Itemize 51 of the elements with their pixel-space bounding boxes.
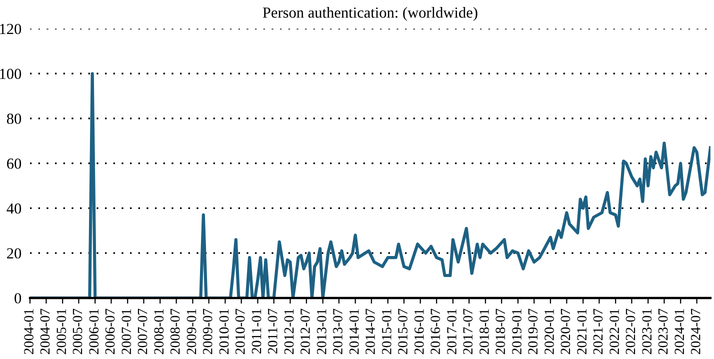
- line-series: [30, 72, 710, 298]
- x-tick-label: 2017-07: [463, 308, 473, 354]
- x-tick-label: 2024-01: [674, 309, 684, 354]
- x-tick-label: 2020-01: [544, 309, 554, 354]
- x-tick-label: 2005-01: [56, 309, 66, 354]
- x-tick-label: 2004-07: [40, 308, 50, 354]
- x-tick-label: 2009-01: [186, 309, 196, 354]
- x-tick-label: 2015-07: [398, 308, 408, 354]
- y-tick-label: 60: [7, 158, 22, 169]
- y-tick-label: 100: [0, 68, 22, 80]
- x-tick-label: 2009-07: [202, 308, 212, 354]
- x-tick-label: 2022-01: [610, 309, 620, 354]
- x-tick-label: 2012-01: [284, 309, 294, 354]
- x-tick-label: 2004-01: [24, 309, 34, 354]
- x-tick-label: 2012-07: [300, 308, 310, 354]
- x-tick-label: 2016-07: [430, 308, 440, 354]
- y-tick-label: 40: [6, 203, 22, 214]
- x-tick-label: 2006-07: [105, 308, 115, 354]
- x-tick-label: 2018-01: [480, 309, 489, 354]
- x-tick-label: 2023-01: [642, 309, 652, 354]
- x-tick-label: 2008-01: [154, 309, 164, 354]
- x-tick-label: 2010-07: [235, 308, 245, 354]
- x-tick-label: 2011-01: [252, 309, 262, 354]
- x-tick-label: 2023-07: [658, 308, 668, 354]
- x-tick-label: 2021-07: [593, 308, 603, 354]
- x-tick-label: 2016-01: [414, 309, 424, 354]
- x-tick-label: 2014-07: [366, 308, 375, 354]
- x-tick-label: 2010-01: [219, 309, 229, 354]
- x-tick-label: 2006-01: [89, 309, 99, 354]
- y-tick-label: 20: [7, 248, 22, 259]
- x-tick-label: 2024-07: [690, 308, 700, 354]
- x-tick-label: 2019-01: [512, 309, 522, 354]
- x-tick-label: 2019-07: [528, 308, 538, 354]
- x-tick-label: 2008-07: [170, 308, 180, 354]
- x-tick-label: 2005-07: [72, 308, 82, 354]
- x-tick-label: 2007-01: [122, 309, 132, 354]
- x-tick-label: 2015-01: [382, 309, 392, 354]
- y-tick-label: 120: [0, 24, 22, 34]
- chart-title: Person authentication: (worldwide): [262, 7, 478, 21]
- x-tick-label: 2018-07: [496, 308, 506, 354]
- x-tick-label: 2014-01: [349, 309, 359, 354]
- x-tick-label: 2011-07: [268, 308, 278, 354]
- x-tick-label: 2007-07: [138, 308, 148, 354]
- x-tick-label: 2013-01: [316, 309, 326, 354]
- x-tick-label: 2017-01: [447, 309, 456, 354]
- y-tick-label: 80: [6, 114, 22, 124]
- x-tick-label: 2020-07: [560, 308, 570, 354]
- x-tick-label: 2021-01: [577, 309, 587, 354]
- y-tick-label: 0: [14, 293, 22, 304]
- x-tick-label: 2022-07: [626, 308, 636, 354]
- x-tick-label: 2013-07: [333, 308, 342, 354]
